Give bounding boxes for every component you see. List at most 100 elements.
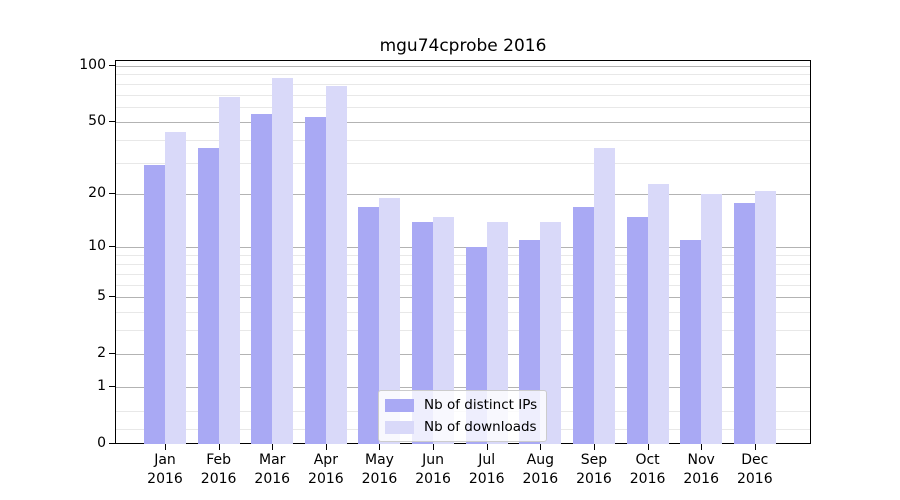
x-tick-month-sep: Sep (580, 452, 608, 468)
chart-title: mgu74cprobe 2016 (379, 36, 547, 56)
major-gridline-10 (116, 247, 810, 249)
x-tick-feb (218, 444, 220, 450)
bar-jul-downloads (486, 222, 508, 444)
x-tick-month-jul: Jul (478, 452, 496, 468)
x-tick-label-sep: Sep 2016 (566, 451, 622, 489)
x-tick-year-nov: 2016 (683, 471, 719, 487)
x-tick-month-mar: Mar (259, 452, 286, 468)
x-tick-nov (701, 444, 703, 450)
x-tick-dec (754, 444, 756, 450)
minor-gridline-9 (116, 255, 810, 257)
x-tick-year-apr: 2016 (308, 471, 344, 487)
legend-entry-downloads: Nb of downloads (385, 419, 538, 435)
major-gridline-5 (116, 297, 810, 299)
legend-swatch-downloads-icon (385, 420, 414, 434)
minor-gridline-4 (116, 312, 810, 314)
bar-mar-distinct-ips (251, 114, 273, 444)
x-tick-year-mar: 2016 (254, 471, 291, 487)
bar-jun-downloads (433, 216, 455, 444)
bar-may-downloads (379, 198, 401, 444)
major-gridline-100 (116, 65, 810, 67)
y-tick-100 (109, 64, 115, 66)
x-tick-label-mar: Mar 2016 (244, 451, 300, 489)
bar-jan-distinct-ips (144, 165, 165, 444)
bar-oct-downloads (647, 183, 669, 444)
x-tick-year-jul: 2016 (468, 471, 505, 487)
y-tick-label-2: 2 (97, 344, 106, 361)
y-tick-1 (109, 386, 115, 388)
x-tick-label-dec: Dec 2016 (727, 451, 783, 489)
x-tick-sep (593, 444, 595, 450)
x-tick-month-nov: Nov (687, 452, 715, 468)
x-tick-mar (272, 444, 274, 450)
bar-mar-downloads (272, 77, 294, 444)
minor-gridline-90 (116, 74, 810, 76)
x-tick-month-dec: Dec (741, 452, 769, 468)
minor-gridline-40 (116, 139, 810, 141)
minor-gridline-3 (116, 330, 810, 332)
x-tick-month-oct: Oct (635, 452, 660, 468)
x-tick-jun (433, 444, 435, 450)
major-gridline-1 (116, 387, 810, 389)
y-tick-50 (109, 120, 115, 122)
bar-feb-distinct-ips (197, 148, 219, 444)
bar-apr-downloads (325, 85, 347, 444)
y-tick-2 (109, 352, 115, 354)
x-tick-year-jan: 2016 (147, 471, 183, 487)
x-tick-label-nov: Nov 2016 (673, 451, 729, 489)
plot-area (115, 60, 811, 444)
minor-gridline-6 (116, 284, 810, 286)
y-tick-label-1: 1 (97, 378, 106, 395)
x-tick-year-oct: 2016 (629, 471, 666, 487)
x-tick-label-jan: Jan 2016 (137, 451, 193, 489)
x-tick-jul (486, 444, 488, 450)
y-tick-10 (109, 246, 115, 248)
bar-jun-distinct-ips (412, 222, 434, 444)
bar-dec-distinct-ips (733, 202, 755, 444)
minor-gridline-30 (116, 162, 810, 164)
bar-aug-downloads (540, 222, 562, 444)
x-tick-year-may: 2016 (361, 471, 398, 487)
legend-swatch-distinct-ips-icon (385, 398, 414, 412)
y-tick-label-0: 0 (97, 435, 106, 451)
x-tick-label-feb: Feb 2016 (191, 451, 247, 489)
x-tick-month-may: May (364, 452, 394, 468)
minor-gridline-70 (116, 94, 810, 96)
x-tick-month-apr: Apr (313, 452, 338, 468)
x-tick-label-jul: Jul 2016 (459, 451, 515, 489)
x-tick-month-jun: Jun (422, 452, 445, 468)
legend-label-downloads: Nb of downloads (424, 419, 537, 435)
bar-nov-downloads (701, 194, 723, 444)
x-tick-apr (325, 444, 327, 450)
minor-gridline-80 (116, 83, 810, 85)
bar-nov-distinct-ips (680, 240, 702, 444)
legend-label-distinct-ips: Nb of distinct IPs (424, 397, 538, 413)
y-tick-0 (109, 443, 115, 444)
y-tick-label-100: 100 (79, 56, 106, 73)
bar-apr-distinct-ips (304, 117, 326, 444)
x-tick-label-jun: Jun 2016 (405, 451, 461, 489)
minor-gridline-8 (116, 263, 810, 265)
bar-oct-distinct-ips (626, 216, 648, 444)
legend-entry-distinct-ips: Nb of distinct IPs (385, 397, 538, 413)
bar-may-distinct-ips (358, 207, 380, 444)
bar-sep-distinct-ips (572, 207, 594, 444)
legend: Nb of distinct IPs Nb of downloads (378, 390, 547, 442)
y-tick-label-20: 20 (88, 185, 106, 202)
x-tick-month-aug: Aug (526, 452, 554, 468)
x-tick-jan (165, 444, 166, 450)
major-gridline-2 (116, 353, 810, 355)
bar-jan-downloads (165, 131, 186, 444)
y-tick-label-5: 5 (97, 288, 106, 305)
x-tick-year-jun: 2016 (415, 471, 451, 487)
bar-feb-downloads (218, 96, 240, 444)
x-tick-month-jan: Jan (154, 452, 176, 468)
x-tick-year-dec: 2016 (736, 471, 773, 487)
x-tick-year-sep: 2016 (576, 471, 612, 487)
x-tick-label-oct: Oct 2016 (620, 451, 676, 489)
x-tick-label-aug: Aug 2016 (512, 451, 568, 489)
y-tick-5 (109, 296, 115, 298)
x-tick-oct (647, 444, 649, 450)
y-tick-label-50: 50 (88, 112, 106, 129)
bar-sep-downloads (593, 148, 615, 444)
